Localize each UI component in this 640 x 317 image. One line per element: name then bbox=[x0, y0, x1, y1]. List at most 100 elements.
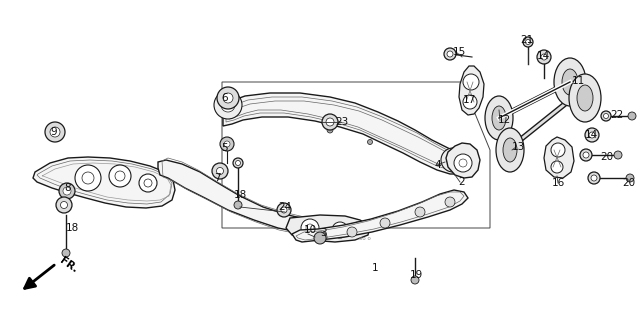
Circle shape bbox=[217, 87, 239, 109]
Polygon shape bbox=[33, 157, 175, 208]
Text: 5: 5 bbox=[221, 143, 228, 153]
Text: 22: 22 bbox=[611, 110, 623, 120]
Circle shape bbox=[626, 174, 634, 182]
Circle shape bbox=[326, 118, 334, 126]
Text: 14: 14 bbox=[536, 51, 550, 61]
Circle shape bbox=[614, 151, 622, 159]
Circle shape bbox=[589, 132, 595, 138]
Text: 14: 14 bbox=[584, 130, 598, 140]
Circle shape bbox=[56, 197, 72, 213]
Text: 20: 20 bbox=[623, 178, 636, 188]
Circle shape bbox=[411, 276, 419, 284]
Text: 21: 21 bbox=[520, 35, 534, 45]
Polygon shape bbox=[286, 215, 370, 242]
Text: 19: 19 bbox=[410, 270, 422, 280]
Polygon shape bbox=[446, 143, 480, 178]
Circle shape bbox=[236, 160, 241, 165]
Circle shape bbox=[327, 127, 333, 133]
Text: 2: 2 bbox=[459, 177, 465, 187]
Circle shape bbox=[537, 50, 551, 64]
Text: 23: 23 bbox=[335, 117, 349, 127]
Circle shape bbox=[233, 158, 243, 168]
Text: 18: 18 bbox=[234, 190, 246, 200]
Circle shape bbox=[591, 175, 597, 181]
Text: oo o: oo o bbox=[359, 236, 371, 241]
Circle shape bbox=[447, 51, 453, 57]
Text: 11: 11 bbox=[572, 76, 584, 86]
Circle shape bbox=[415, 207, 425, 217]
Circle shape bbox=[63, 187, 71, 195]
Circle shape bbox=[347, 227, 357, 237]
Polygon shape bbox=[158, 160, 345, 234]
Circle shape bbox=[59, 183, 75, 199]
Text: 6: 6 bbox=[221, 93, 228, 103]
Circle shape bbox=[301, 219, 319, 237]
Polygon shape bbox=[292, 190, 468, 242]
Circle shape bbox=[583, 152, 589, 158]
Circle shape bbox=[601, 111, 611, 121]
Circle shape bbox=[523, 37, 533, 47]
Circle shape bbox=[585, 128, 599, 142]
Circle shape bbox=[628, 112, 636, 120]
Circle shape bbox=[454, 154, 472, 172]
Circle shape bbox=[234, 201, 242, 209]
Circle shape bbox=[322, 114, 338, 130]
Circle shape bbox=[221, 98, 235, 112]
Text: 4: 4 bbox=[435, 160, 442, 170]
Circle shape bbox=[212, 163, 228, 179]
Ellipse shape bbox=[554, 58, 586, 106]
Text: 9: 9 bbox=[51, 127, 58, 137]
Circle shape bbox=[332, 222, 348, 238]
Circle shape bbox=[281, 207, 287, 213]
Polygon shape bbox=[459, 66, 484, 115]
Text: 7: 7 bbox=[214, 173, 220, 183]
Text: 15: 15 bbox=[452, 47, 466, 57]
Text: 18: 18 bbox=[65, 223, 79, 233]
Text: 16: 16 bbox=[552, 178, 564, 188]
Circle shape bbox=[224, 141, 230, 147]
Circle shape bbox=[314, 232, 326, 244]
Circle shape bbox=[447, 154, 459, 166]
Text: 1: 1 bbox=[372, 263, 378, 273]
Text: 8: 8 bbox=[65, 183, 71, 193]
Circle shape bbox=[317, 232, 327, 242]
Circle shape bbox=[45, 122, 65, 142]
Circle shape bbox=[216, 167, 223, 174]
Text: 3: 3 bbox=[320, 228, 326, 238]
Circle shape bbox=[109, 165, 131, 187]
Circle shape bbox=[551, 161, 563, 173]
Ellipse shape bbox=[562, 69, 578, 95]
Circle shape bbox=[541, 54, 547, 60]
Ellipse shape bbox=[569, 74, 601, 122]
Text: 24: 24 bbox=[278, 202, 292, 212]
Text: 20: 20 bbox=[600, 152, 614, 162]
Circle shape bbox=[441, 148, 465, 172]
Text: 10: 10 bbox=[303, 225, 317, 235]
Circle shape bbox=[214, 91, 242, 119]
Ellipse shape bbox=[492, 106, 506, 130]
Circle shape bbox=[580, 149, 592, 161]
Circle shape bbox=[588, 172, 600, 184]
Circle shape bbox=[444, 48, 456, 60]
Circle shape bbox=[50, 127, 60, 137]
Text: 13: 13 bbox=[511, 142, 525, 152]
Circle shape bbox=[367, 139, 372, 145]
Polygon shape bbox=[544, 137, 574, 178]
Text: FR.: FR. bbox=[58, 256, 79, 275]
Circle shape bbox=[75, 165, 101, 191]
Circle shape bbox=[525, 40, 531, 44]
Circle shape bbox=[380, 218, 390, 228]
Text: 12: 12 bbox=[497, 115, 511, 125]
Circle shape bbox=[445, 197, 455, 207]
Ellipse shape bbox=[485, 96, 513, 140]
Circle shape bbox=[463, 74, 479, 90]
Circle shape bbox=[604, 113, 609, 119]
Ellipse shape bbox=[503, 138, 517, 162]
Circle shape bbox=[62, 249, 70, 257]
Polygon shape bbox=[223, 93, 468, 174]
Circle shape bbox=[223, 93, 233, 103]
Ellipse shape bbox=[496, 128, 524, 172]
Ellipse shape bbox=[577, 85, 593, 111]
Circle shape bbox=[551, 143, 565, 157]
Circle shape bbox=[220, 137, 234, 151]
